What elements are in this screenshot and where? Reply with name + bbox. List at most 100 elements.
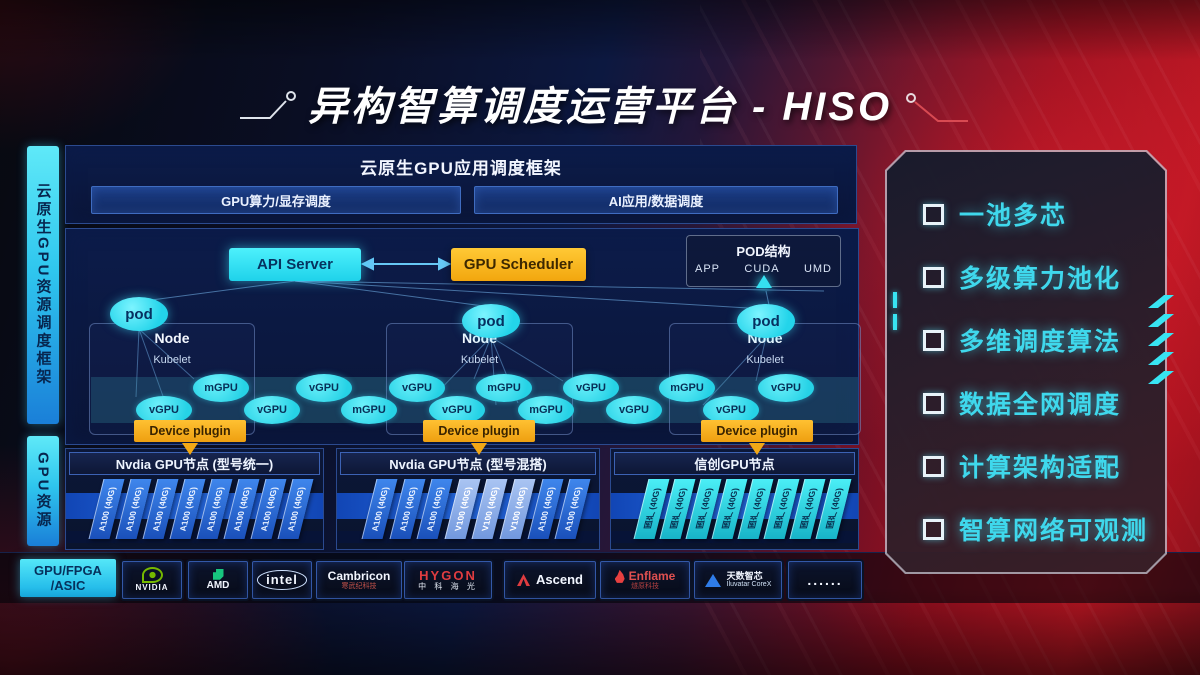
gpu-ellipse: mGPU (341, 396, 397, 424)
gpu-card-label: 国产 (40G) (771, 488, 793, 530)
gpu-ellipse: mGPU (659, 374, 715, 402)
panel-scheduling-diagram: API Server GPU Scheduler POD结构 APP CUDA UM… (65, 228, 861, 455)
gpu-node-group: 信创GPU节点 国产 (40G) 国产 (40G) 国产 (40G) 国产 (40G) 国… (610, 448, 859, 550)
gpu-card-label: V100 (40G) (479, 487, 501, 531)
gpu-card-label: V100 (40G) (507, 487, 529, 531)
gpu-card-label: A100 (40G) (150, 486, 172, 532)
ascend-logo-icon (517, 573, 531, 586)
arrow-down-icon (749, 443, 765, 455)
gpu-group-header: Nvdia GPU节点 (型号混搭) (340, 452, 596, 475)
feature-item: 数据全网调度 (923, 383, 1121, 423)
gpu-ellipse: vGPU (244, 396, 300, 424)
pod-ellipse: pod (110, 297, 168, 331)
vendor-more: ...... (788, 561, 862, 599)
gpu-card-label: A100 (40G) (123, 486, 145, 532)
vendor-hygon: HYGON 中 科 海 光 (404, 561, 492, 599)
gpu-card-label: A100 (40G) (258, 486, 280, 532)
feature-item: 多级算力池化 (923, 257, 1121, 297)
intel-logo-icon: intel (257, 570, 307, 590)
pod-struct-item: UMD (803, 263, 832, 275)
gpu-card-label: 国产 (40G) (797, 488, 819, 530)
page-title: 异构智算调度运营平台 - HISO (307, 85, 893, 129)
kubelet-label: Kubelet (153, 354, 191, 366)
gpu-card-label: 国产 (40G) (667, 488, 689, 530)
gpu-ellipse: vGPU (389, 374, 445, 402)
gpu-fpga-asic-label: GPU/FPGA /ASIC (20, 559, 116, 597)
arrow-up-icon (756, 275, 772, 288)
gpu-card-label: A100 (40G) (177, 486, 199, 532)
gpu-card-label: A100 (40G) (285, 486, 307, 532)
device-plugin-box: Device plugin (701, 420, 813, 442)
feature-item: 一池多芯 (923, 194, 1067, 234)
checkbox-bullet-icon (923, 329, 944, 351)
checkbox-bullet-icon (923, 455, 944, 477)
hazard-stripes-icon (1148, 295, 1174, 384)
gpu-scheduler-box: GPU Scheduler (451, 248, 586, 281)
vendor-cambricon: Cambricon 寒武纪科技 (316, 561, 402, 599)
pod-structure-title: POD结构 (736, 244, 791, 259)
panel-accent-dash (893, 314, 897, 330)
pod-ellipse: pod (737, 304, 795, 338)
sidebar-label-cloud-gpu-framework: 云原生GPU资源调度框架 (27, 146, 59, 424)
pod-ellipse: pod (462, 304, 520, 338)
feature-item: 计算架构适配 (923, 446, 1121, 486)
pod-structure-items: APP CUDA UMD (695, 263, 832, 275)
gpu-group-header: Nvdia GPU节点 (型号统一) (69, 452, 320, 475)
pod-struct-item: CUDA (744, 263, 780, 275)
gpu-card-label: 国产 (40G) (823, 488, 845, 530)
feature-item: 多维调度算法 (923, 320, 1121, 360)
gpu-card-label: A100 (40G) (369, 486, 391, 532)
sidebar-label-gpu-resource: GPU资源 (27, 436, 59, 546)
gpu-card-label: A100 (40G) (424, 486, 446, 532)
gpu-card-label: V100 (40G) (452, 487, 474, 531)
gpu-card-label: 国产 (40G) (693, 488, 715, 530)
gpu-ellipse: vGPU (606, 396, 662, 424)
gpu-fpga-line2: /ASIC (50, 578, 86, 593)
feature-panel: 一池多芯 多级算力池化 多维调度算法 数据全网调度 计算架构适配 智算网络可观测 (887, 152, 1165, 572)
kubelet-label: Kubelet (460, 354, 499, 366)
nvidia-logo-icon (141, 567, 163, 584)
node-label: Node (154, 330, 190, 346)
checkbox-bullet-icon (923, 392, 944, 414)
framework-title: 云原生GPU应用调度框架 (360, 159, 562, 178)
device-plugin-box: Device plugin (423, 420, 535, 442)
vendor-enflame: Enflame 燧原科技 (600, 561, 690, 599)
checkbox-bullet-icon (923, 518, 944, 540)
bar-gpu-compute-scheduling: GPU算力/显存调度 (91, 186, 461, 214)
gpu-card-label: A100 (40G) (397, 486, 419, 532)
gpu-group-header: 信创GPU节点 (614, 452, 855, 475)
vendor-nvidia: NVIDIA (122, 561, 182, 599)
api-server-box: API Server (229, 248, 361, 281)
arrow-down-icon (471, 443, 487, 455)
panel-accent-dash (893, 292, 897, 308)
sidebar-label-text: 云原生GPU资源调度框架 (34, 183, 52, 387)
gpu-ellipse: mGPU (193, 374, 249, 402)
gpu-ellipse: vGPU (758, 374, 814, 402)
enflame-logo-icon (614, 569, 625, 583)
panel-cloud-gpu-app-framework: 云原生GPU应用调度框架 GPU算力/显存调度 AI应用/数据调度 (65, 145, 857, 224)
gpu-ellipse: vGPU (563, 374, 619, 402)
iluvatar-logo-icon (704, 573, 721, 587)
gpu-ellipse: vGPU (296, 374, 352, 402)
device-plugin-box: Device plugin (134, 420, 246, 442)
gpu-card-label: A100 (40G) (204, 486, 226, 532)
arrow-down-icon (182, 443, 198, 455)
gpu-card-label: 国产 (40G) (641, 488, 663, 530)
gpu-card-label: A100 (40G) (96, 486, 118, 532)
vendor-iluvatar: 天数智芯 Iluvatar CoreX (694, 561, 782, 599)
amd-logo-icon (212, 568, 224, 580)
sidebar-label-text: GPU资源 (34, 452, 52, 530)
checkbox-bullet-icon (923, 266, 944, 288)
gpu-card-label: A100 (40G) (562, 486, 584, 532)
vendor-amd: AMD (188, 561, 248, 599)
checkbox-bullet-icon (923, 203, 944, 225)
pod-struct-item: APP (695, 263, 721, 275)
gpu-card-label: 国产 (40G) (745, 488, 767, 530)
bar-ai-data-scheduling: AI应用/数据调度 (474, 186, 838, 214)
gpu-fpga-line1: GPU/FPGA (34, 563, 102, 578)
gpu-card-label: A100 (40G) (535, 486, 557, 532)
gpu-node-group: Nvdia GPU节点 (型号混搭) A100 (40G) A100 (40G) A1… (336, 448, 600, 550)
kubelet-label: Kubelet (746, 354, 784, 366)
gpu-card-label: A100 (40G) (231, 486, 253, 532)
vendor-ascend: Ascend (504, 561, 596, 599)
